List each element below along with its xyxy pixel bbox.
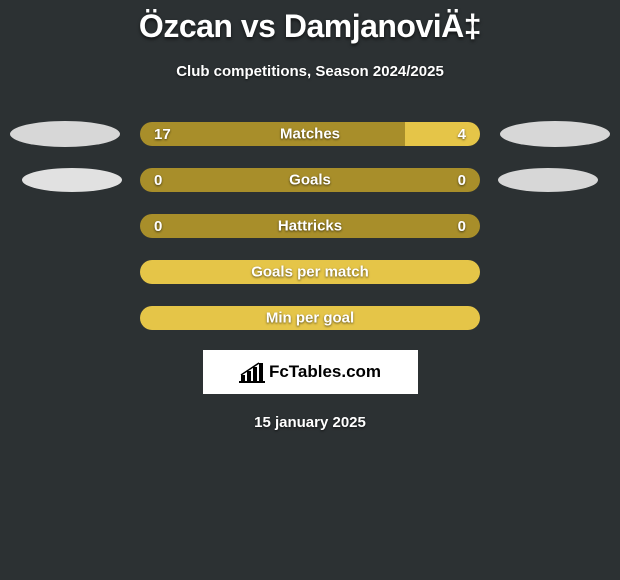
stat-bar-left: 0 — [140, 168, 310, 192]
stat-bar-right: 0 — [310, 168, 480, 192]
player-marker-left — [10, 121, 120, 147]
stat-row: 17 4 Matches — [0, 122, 620, 146]
stat-row: 0 0 Goals — [0, 168, 620, 192]
stat-bar: Min per goal — [140, 306, 480, 330]
player-marker-right — [500, 121, 610, 147]
stat-bar-left: 17 — [140, 122, 405, 146]
stat-right-value: 0 — [458, 172, 466, 189]
stat-label: Goals per match — [251, 264, 369, 281]
stat-left-value: 0 — [154, 218, 162, 235]
stat-bar: 0 0 Goals — [140, 168, 480, 192]
stat-row: Min per goal — [0, 306, 620, 330]
stat-bar-right — [466, 260, 480, 284]
page-title: Özcan vs DamjanoviÄ‡ — [139, 8, 481, 45]
stat-bar-right: 4 — [405, 122, 480, 146]
stat-label: Matches — [280, 126, 340, 143]
logo-text: FcTables.com — [269, 362, 381, 382]
stat-right-value: 4 — [458, 126, 466, 143]
stat-label: Hattricks — [278, 218, 342, 235]
player-marker-right — [498, 168, 598, 192]
date-text: 15 january 2025 — [254, 414, 366, 431]
stat-bar: 17 4 Matches — [140, 122, 480, 146]
stat-right-value: 0 — [458, 218, 466, 235]
stat-label: Min per goal — [266, 310, 354, 327]
stat-row: 0 0 Hattricks — [0, 214, 620, 238]
stat-label: Goals — [289, 172, 331, 189]
player-marker-left — [22, 168, 122, 192]
stat-left-value: 0 — [154, 172, 162, 189]
bar-chart-icon — [239, 361, 265, 383]
stat-left-value: 17 — [154, 126, 171, 143]
subtitle: Club competitions, Season 2024/2025 — [176, 63, 444, 80]
stat-bar-right — [466, 306, 480, 330]
stat-row: Goals per match — [0, 260, 620, 284]
stat-bar: Goals per match — [140, 260, 480, 284]
logo-box: FcTables.com — [203, 350, 418, 394]
stats-section: 17 4 Matches 0 0 Goals 0 0 Hattricks Goals per ma… — [0, 122, 620, 330]
stat-bar: 0 0 Hattricks — [140, 214, 480, 238]
